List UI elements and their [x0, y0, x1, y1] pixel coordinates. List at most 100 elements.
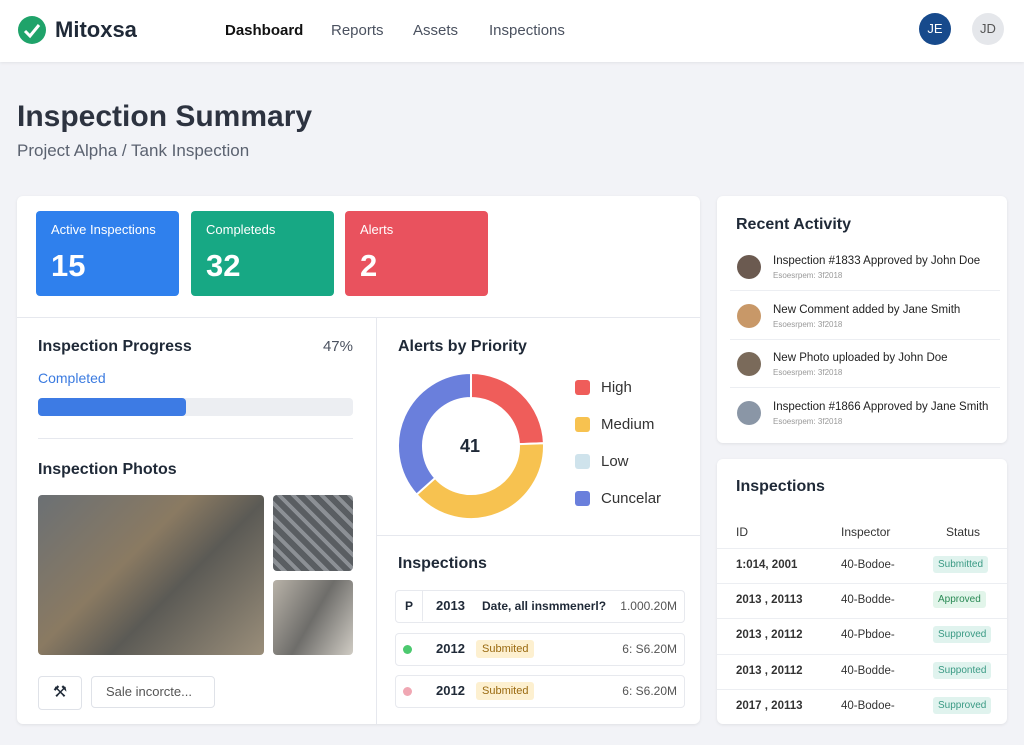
activity-time: Esoesrpem: 3f2018: [773, 417, 843, 427]
divider: [730, 387, 1000, 389]
divider: [730, 290, 1000, 291]
row-year: 2013: [436, 598, 465, 613]
row-icon: P: [396, 591, 423, 621]
nav-link[interactable]: Assets: [413, 22, 459, 39]
tool-button[interactable]: ⚒: [38, 676, 82, 710]
stat-value: 15: [51, 248, 86, 283]
legend-label: Cuncelar: [601, 490, 662, 507]
table-cell: 40-Pbdoe-: [841, 629, 895, 642]
donut-segment: [415, 442, 545, 520]
photo: [38, 495, 264, 655]
list-row[interactable]: [395, 590, 685, 623]
progress-bar: [38, 398, 187, 416]
photo: [273, 495, 353, 571]
activity-text: Inspection #1866 Approved by Jane Smith: [773, 401, 989, 414]
legend-swatch: [575, 491, 590, 506]
table-cell: 40-Bodde-: [841, 594, 895, 607]
divider: [376, 317, 377, 724]
nav-link[interactable]: Reports: [331, 22, 384, 39]
donut-chart: [397, 371, 545, 520]
donut-center: 41: [459, 436, 481, 456]
divider: [717, 618, 1007, 620]
divider: [717, 653, 1007, 655]
status-badge: Submitted: [933, 556, 989, 573]
status-badge: Supponted: [933, 661, 992, 679]
avatar[interactable]: JE: [919, 13, 951, 45]
top-bar: [0, 0, 1024, 62]
table-cell: 2013 , 20113: [736, 594, 803, 607]
stat-label: Active Inspections: [51, 222, 156, 237]
divider: [717, 688, 1007, 690]
avatar[interactable]: JD: [972, 13, 1004, 45]
badge: Submited: [476, 682, 535, 700]
brand: Mitoxsa: [55, 17, 137, 42]
activity-text: New Photo uploaded by John Doe: [773, 352, 948, 365]
activity-text: New Comment added by Jane Smith: [773, 303, 961, 316]
legend-label: Low: [601, 453, 629, 470]
stat-value: 32: [206, 248, 241, 283]
row-year: 2012: [436, 640, 465, 656]
legend-swatch: [575, 417, 590, 432]
stat-card: [36, 211, 179, 296]
table-title: Inspections: [736, 478, 825, 495]
row-amount: 6: S6.20M: [622, 641, 677, 656]
list-row[interactable]: [395, 632, 685, 666]
column-header: Inspector: [841, 525, 891, 539]
divider: [717, 548, 1007, 549]
status-dot: [403, 644, 412, 654]
stat-value: 2: [360, 248, 378, 283]
photos-title: Inspection Photos: [38, 461, 177, 478]
status-badge: Approved: [933, 591, 986, 609]
stat-label: Alerts: [360, 222, 394, 237]
legend-label: Medium: [601, 416, 655, 433]
nav-link[interactable]: Dashboard: [225, 22, 304, 39]
activity-title: Recent Activity: [736, 216, 851, 233]
row-amount: 1.000.20M: [620, 599, 677, 613]
status-dot: [403, 687, 412, 696]
divider: [717, 583, 1007, 585]
page-title: Inspection Summary: [17, 100, 313, 133]
legend-label: High: [601, 379, 632, 396]
status-badge: Supproved: [933, 626, 992, 644]
table-cell: 2013 , 20112: [736, 664, 803, 677]
donut-segment: [470, 371, 545, 446]
table-cell: 2017 , 20113: [736, 699, 803, 712]
progress-label: Completed: [38, 370, 106, 386]
legend-swatch: [575, 454, 590, 469]
activity-card: [717, 196, 1007, 443]
list-title: Inspections: [398, 555, 487, 572]
divider: [17, 317, 700, 318]
divider: [730, 338, 1000, 340]
column-header: Status: [946, 525, 981, 539]
search-input[interactable]: Sale incorcte...: [91, 676, 215, 708]
table-cell: 40-Bodoe-: [841, 699, 895, 712]
avatar: [737, 303, 761, 328]
stat-card: [345, 211, 488, 296]
chart-title: Alerts by Priority: [398, 338, 527, 355]
table-cell: 40-Bodoe-: [841, 559, 895, 571]
legend-swatch: [575, 380, 590, 395]
stat-card: [191, 211, 334, 296]
page-subtitle: Project Alpha / Tank Inspection: [17, 141, 250, 160]
activity-text: Inspection #1833 Approved by John Doe: [773, 255, 981, 267]
column-header: ID: [736, 525, 748, 539]
badge: Submited: [476, 639, 535, 658]
progress-track: [38, 398, 353, 416]
divider: [376, 535, 700, 536]
activity-time: Esoesrpem: 3f2018: [773, 368, 843, 378]
table-cell: 1:014, 2001: [736, 559, 798, 571]
nav-link[interactable]: Inspections: [489, 22, 565, 39]
avatar: [737, 255, 761, 279]
status-badge: Supproved: [933, 696, 992, 714]
row-year: 2012: [436, 683, 465, 698]
stat-label: Completeds: [206, 222, 276, 237]
progress-value: 47%: [322, 338, 353, 355]
logo: [18, 16, 46, 44]
avatar: [737, 352, 761, 377]
avatar: [737, 401, 761, 426]
activity-time: Esoesrpem: 3f2018: [773, 271, 843, 280]
list-row[interactable]: [395, 675, 685, 708]
progress-title: Inspection Progress: [38, 338, 192, 355]
activity-time: Esoesrpem: 3f2018: [773, 319, 843, 329]
